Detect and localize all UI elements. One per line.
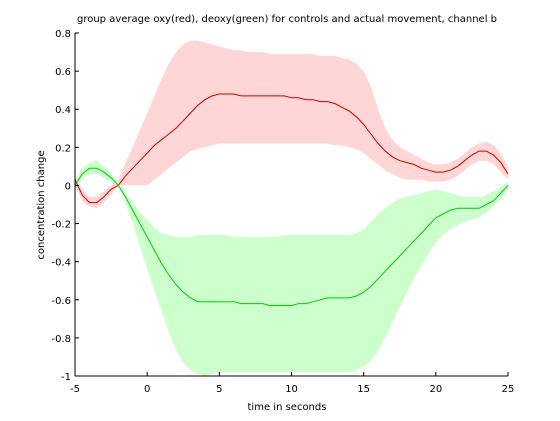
- y-tick-label: -0.8: [51, 334, 71, 345]
- series-2-line: [74, 167, 509, 306]
- x-tick-label: -5: [70, 384, 80, 395]
- y-axis-label: concentration change: [36, 150, 47, 259]
- y-tick-label: 0.2: [55, 143, 71, 154]
- x-tick-label: 25: [502, 384, 515, 395]
- series-2-band: [75, 160, 508, 376]
- y-tick-label: 0.4: [55, 105, 71, 116]
- y-tick-label: 0.8: [55, 29, 71, 40]
- y-ticks: -1 -0.8 -0.6 -0.4 -0.2 0 0.2 0.4 0.6 0.8: [51, 29, 79, 383]
- x-tick-label: 0: [144, 384, 150, 395]
- y-tick-label: -0.6: [51, 296, 71, 307]
- y-tick-label: 0.6: [55, 67, 71, 78]
- y-tick-label: -0.4: [51, 258, 71, 269]
- series-1-band: [75, 40, 508, 209]
- y-tick-label: -0.2: [51, 220, 71, 231]
- x-tick-label: 10: [285, 384, 298, 395]
- x-ticks: -5 0 5 10 15 20 25: [70, 372, 514, 395]
- y-tick-label: -1: [61, 372, 71, 383]
- chart-title: group average oxy(red), deoxy(green) for…: [77, 14, 497, 25]
- x-tick-label: 5: [216, 384, 222, 395]
- y-tick-label: 0: [65, 181, 71, 192]
- confidence-bands: [75, 40, 508, 376]
- x-tick-label: 20: [429, 384, 442, 395]
- x-tick-label: 15: [357, 384, 370, 395]
- series-lines: [74, 93, 509, 306]
- series-1-line: [74, 93, 509, 204]
- x-axis-label: time in seconds: [248, 402, 327, 413]
